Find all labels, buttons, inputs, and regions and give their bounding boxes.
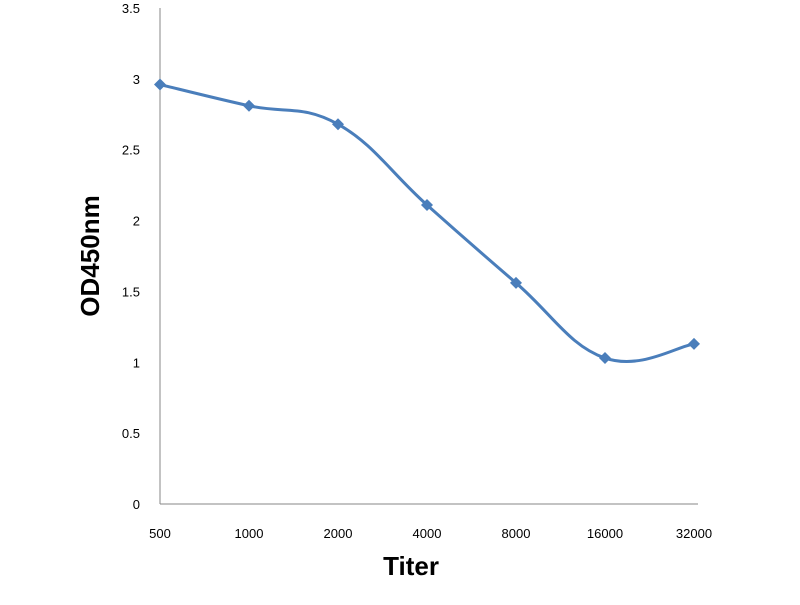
- x-axis-title: Titer: [383, 551, 439, 581]
- x-tick-label: 1000: [235, 526, 264, 541]
- axes: [159, 8, 698, 505]
- data-point-marker: [332, 118, 344, 131]
- x-tick-labels: 500 1000 2000 4000 8000 16000 32000: [149, 526, 712, 541]
- y-tick-label: 3.5: [122, 1, 140, 16]
- y-axis-title: OD450nm: [75, 195, 105, 316]
- x-tick-label: 500: [149, 526, 171, 541]
- y-tick-label: 0: [133, 497, 140, 512]
- y-tick-label: 1: [133, 355, 140, 370]
- data-point-marker: [421, 198, 433, 211]
- x-tick-label: 8000: [502, 526, 531, 541]
- x-tick-label: 2000: [324, 526, 353, 541]
- data-point-marker: [599, 352, 611, 365]
- y-tick-label: 2: [133, 214, 140, 229]
- x-tick-label: 4000: [413, 526, 442, 541]
- y-tick-labels: 0 0.5 1 1.5 2 2.5 3 3.5: [122, 1, 140, 512]
- y-tick-label: 1.5: [122, 284, 140, 299]
- data-point-marker: [243, 99, 255, 112]
- data-point-marker: [154, 78, 166, 91]
- series-line: [159, 83, 695, 364]
- x-tick-label: 32000: [676, 526, 712, 541]
- y-tick-label: 2.5: [122, 143, 140, 158]
- y-tick-label: 0.5: [122, 426, 140, 441]
- data-point-marker: [688, 337, 700, 350]
- x-tick-label: 16000: [587, 526, 623, 541]
- series-layer: [154, 78, 700, 365]
- data-point-marker: [510, 276, 522, 289]
- y-tick-label: 3: [133, 72, 140, 87]
